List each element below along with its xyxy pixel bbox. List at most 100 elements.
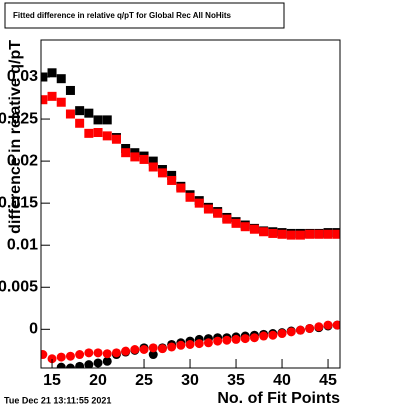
point [305, 229, 315, 239]
chart-title: Fitted difference in relative q/pT for G… [13, 11, 232, 20]
frame [40, 39, 341, 369]
point [240, 222, 250, 232]
point [148, 162, 158, 172]
point [84, 128, 94, 138]
point [231, 218, 241, 228]
point [84, 360, 94, 368]
point [157, 344, 167, 354]
point [130, 152, 140, 162]
point [130, 344, 140, 354]
title-box [4, 2, 285, 29]
x-tick-label: 20 [89, 372, 107, 389]
point [323, 229, 333, 239]
point [268, 228, 278, 238]
point [167, 170, 177, 180]
y-tick-label: 0.01 [7, 236, 38, 253]
point [286, 327, 296, 337]
point [240, 334, 250, 344]
point [176, 183, 186, 193]
point [259, 227, 269, 237]
point [194, 339, 204, 349]
point [93, 348, 103, 358]
y-tick-label: 0.03 [7, 68, 38, 85]
point [249, 224, 259, 234]
point [65, 109, 75, 119]
point [65, 351, 75, 361]
point [56, 352, 66, 362]
point [286, 230, 296, 240]
point [323, 320, 333, 330]
point [185, 339, 195, 349]
point [47, 68, 57, 78]
point [148, 343, 158, 353]
point [332, 229, 340, 239]
point [56, 97, 66, 107]
y-tick-label: 0.005 [0, 278, 38, 295]
point [139, 154, 149, 164]
point [75, 118, 85, 128]
point [102, 115, 112, 125]
point [41, 350, 48, 360]
point [56, 74, 66, 84]
point [314, 229, 324, 239]
x-tick-label: 30 [181, 372, 199, 389]
point [213, 208, 223, 218]
point [157, 168, 167, 178]
point [47, 354, 57, 364]
x-tick-label: 25 [135, 372, 153, 389]
point [277, 329, 287, 339]
x-tick-label: 40 [273, 372, 291, 389]
point [203, 338, 213, 348]
y-tick-label: 0.02 [7, 152, 38, 169]
point [75, 361, 85, 368]
point [41, 95, 48, 105]
point [148, 156, 158, 166]
point [268, 330, 278, 340]
point [111, 348, 121, 358]
point [65, 363, 75, 368]
point [167, 342, 177, 352]
point [56, 362, 66, 368]
point [139, 344, 149, 354]
point [102, 131, 112, 141]
point [93, 128, 103, 138]
x-tick-label: 35 [227, 372, 245, 389]
timestamp: Tue Dec 21 13:11:55 2021 [4, 395, 111, 405]
point [47, 91, 57, 101]
plot-area [41, 68, 340, 368]
point [259, 331, 269, 341]
point [314, 322, 324, 332]
point [249, 333, 259, 343]
point [93, 115, 103, 125]
point [203, 204, 213, 214]
x-axis-label: No. of Fit Points [217, 390, 340, 407]
point [84, 348, 94, 358]
x-tick-label: 15 [43, 372, 61, 389]
point [121, 148, 131, 158]
point [277, 229, 287, 239]
point [102, 356, 112, 366]
point [167, 175, 177, 185]
point [222, 335, 232, 345]
point [176, 340, 186, 350]
y-axis-label: difference in relative q/pT [7, 40, 24, 234]
point [185, 192, 195, 202]
point [332, 320, 340, 330]
y-tick-label: 0 [29, 321, 38, 338]
point [231, 334, 241, 344]
y-tick-label: 0.015 [0, 194, 38, 211]
point [102, 349, 112, 359]
point [111, 134, 121, 144]
x-tick-label: 45 [319, 372, 337, 389]
point [305, 323, 315, 333]
point [295, 230, 305, 240]
point [65, 85, 75, 95]
point [222, 214, 232, 224]
point [75, 350, 85, 360]
point [194, 198, 204, 208]
point [295, 325, 305, 335]
point [75, 106, 85, 116]
point [148, 350, 158, 360]
point [84, 108, 94, 118]
